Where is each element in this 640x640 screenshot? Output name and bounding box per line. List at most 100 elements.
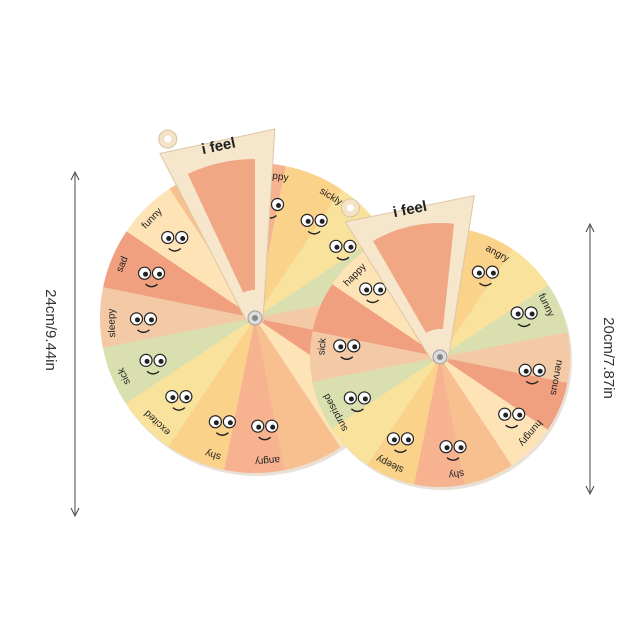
emoji-face	[329, 239, 357, 261]
mouth	[525, 380, 539, 385]
pupil	[348, 244, 354, 250]
pupil	[144, 358, 150, 364]
arrowheads	[585, 222, 595, 496]
pupil	[458, 445, 464, 451]
dimension-label: 20cm/7.87in	[600, 317, 617, 399]
wheel-sector	[224, 318, 285, 473]
pupil	[517, 412, 523, 418]
pupil	[213, 420, 219, 426]
emotion-label: sleepy	[106, 308, 118, 337]
emoji-face	[165, 390, 193, 411]
mouth	[137, 329, 150, 334]
pointer: i feel	[158, 128, 276, 326]
emoji-face	[139, 353, 167, 375]
wheel-sector	[440, 357, 548, 466]
pupil	[391, 437, 397, 443]
pupil	[537, 368, 543, 374]
pupil	[180, 235, 186, 241]
wheel-sector	[440, 357, 568, 430]
pupil	[405, 437, 411, 443]
emoji-face	[498, 407, 526, 429]
pupil	[134, 317, 140, 323]
pupil	[529, 311, 535, 317]
dimension-large: 24cm/9.44in	[42, 170, 80, 518]
emoji-face	[343, 391, 371, 413]
pupil	[515, 311, 521, 317]
wheel-sector	[99, 287, 255, 348]
emotion-label: angry	[255, 454, 281, 467]
emoji-face	[208, 415, 236, 436]
emoji-face	[129, 312, 158, 334]
wheel-sector	[168, 318, 255, 470]
wheel-sector	[312, 357, 440, 429]
mouth	[393, 449, 407, 454]
pupil	[158, 358, 164, 364]
wheel-sector	[312, 284, 440, 357]
dimension-label: 24cm/9.44in	[42, 289, 59, 371]
emoji-face	[439, 440, 467, 461]
pupil	[352, 344, 358, 350]
mouth	[307, 230, 321, 235]
wheel-sector	[414, 357, 465, 487]
mouth	[215, 432, 229, 436]
mouth	[145, 283, 158, 288]
wheel-sector	[440, 249, 549, 357]
mouth	[478, 282, 492, 287]
pointer-window	[373, 223, 455, 333]
pupil	[170, 395, 176, 401]
mouth	[168, 247, 182, 252]
emoji-face	[251, 419, 279, 441]
mouth	[446, 457, 460, 461]
wheel-sector	[331, 357, 440, 465]
emoji-face	[518, 363, 546, 385]
wheel-sector	[103, 231, 256, 318]
emoji-face	[386, 432, 415, 454]
wheel-sector	[440, 285, 568, 357]
pupil	[157, 271, 163, 277]
mouth	[350, 408, 364, 413]
pupil	[143, 271, 149, 277]
mouth	[146, 370, 160, 375]
emoji-face	[300, 213, 328, 235]
emoji-face	[333, 339, 361, 361]
pupil	[166, 235, 172, 241]
wheel-sector	[440, 229, 513, 357]
dimension-small: 20cm/7.87in	[585, 222, 617, 496]
pupil	[364, 287, 370, 293]
mouth	[505, 424, 519, 429]
pupil	[319, 218, 325, 224]
pupil	[256, 424, 262, 430]
mouth	[336, 256, 350, 261]
pointer-label: i feel	[392, 198, 429, 221]
emoji-face	[359, 282, 387, 304]
wheel-sector	[255, 318, 341, 471]
mouth	[366, 299, 380, 304]
mouth	[517, 323, 531, 328]
mouth	[258, 436, 272, 441]
emotion-label: shy	[448, 467, 465, 480]
pupil	[305, 218, 311, 224]
pupil	[338, 344, 344, 350]
pupil	[184, 395, 190, 401]
pupil	[503, 412, 509, 418]
pupil	[444, 445, 450, 451]
emotion-label: shy	[204, 447, 222, 462]
pupil	[476, 270, 482, 276]
pupil	[378, 287, 384, 293]
wheel-sector	[125, 318, 255, 447]
emoji-face	[510, 306, 538, 328]
wheel-sector	[102, 318, 256, 404]
pupil	[334, 244, 340, 250]
emoji-face	[161, 230, 189, 252]
pointer-label: i feel	[200, 134, 237, 158]
hanging-hole	[164, 135, 172, 143]
wheels: grumpyhappysicklysufunnysadsleepysickexc…	[99, 128, 572, 490]
pupil	[348, 396, 354, 402]
pupil	[523, 368, 529, 374]
pointer-window	[187, 159, 255, 293]
pupil	[227, 420, 233, 426]
hub-center	[437, 354, 443, 360]
hub-center	[252, 315, 258, 321]
pointer: i feel	[340, 194, 475, 365]
